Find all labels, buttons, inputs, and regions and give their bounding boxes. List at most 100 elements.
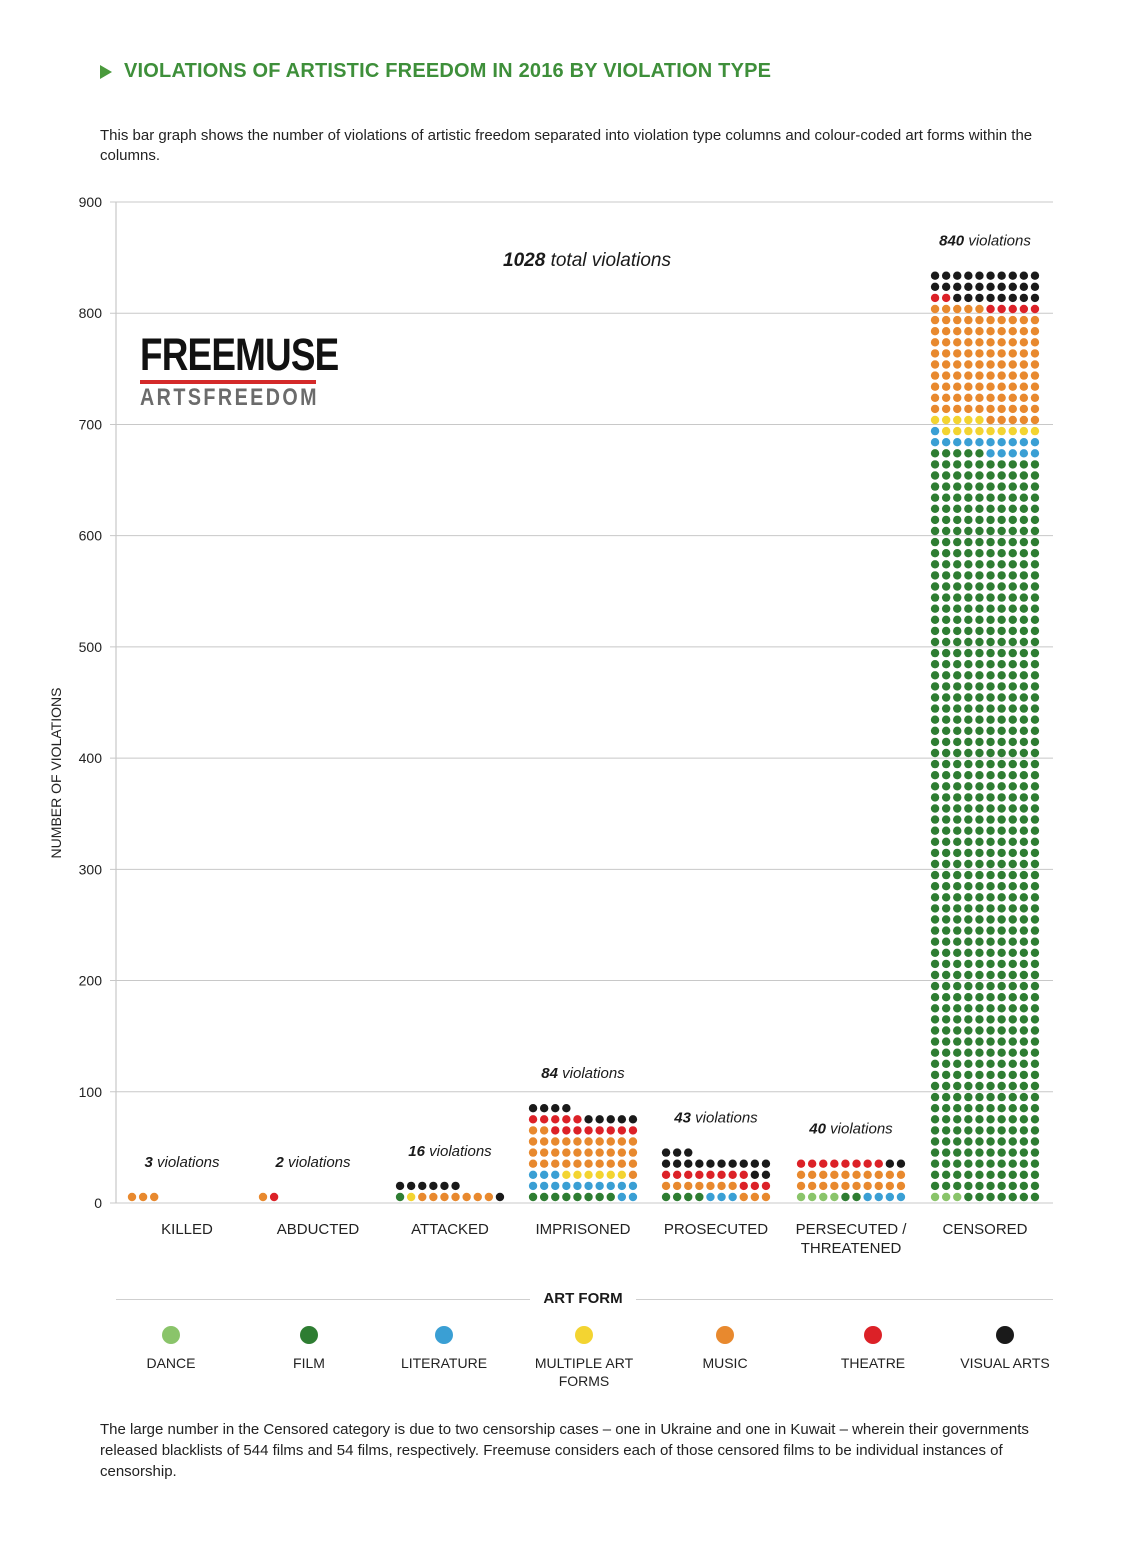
- violation-dot: [1019, 926, 1029, 935]
- violation-dot: [953, 471, 962, 480]
- violation-dot: [1019, 393, 1029, 402]
- violation-dot: [941, 837, 951, 846]
- violation-dot: [930, 537, 940, 547]
- violation-dot: [1008, 915, 1017, 924]
- violation-dot: [986, 504, 995, 513]
- violation-dot: [930, 648, 940, 658]
- column-total-suffix: violations: [691, 1110, 758, 1127]
- violation-dot: [975, 671, 984, 680]
- violation-dot: [1019, 937, 1029, 946]
- violation-dot: [830, 1192, 839, 1202]
- violation-dot: [986, 515, 995, 525]
- violation-dot: [953, 1070, 962, 1080]
- violation-dot: [573, 1181, 582, 1191]
- column-total-number: 40: [808, 1121, 826, 1138]
- violation-dot: [941, 748, 951, 758]
- violation-dot: [986, 748, 995, 758]
- violation-dot: [841, 1159, 850, 1168]
- logo-tagline: ARTSFREEDOM: [140, 384, 320, 411]
- violation-dot: [941, 360, 951, 369]
- violation-dot: [997, 371, 1006, 380]
- violation-dot: [953, 1004, 962, 1013]
- violation-dot: [595, 1170, 604, 1180]
- violation-dot: [941, 1070, 951, 1080]
- violation-dot: [975, 993, 984, 1002]
- violation-dot: [717, 1192, 726, 1202]
- violation-dot: [941, 293, 951, 303]
- violation-dot: [997, 1081, 1006, 1091]
- violation-dot: [964, 626, 973, 636]
- violation-dot: [986, 671, 995, 680]
- violation-dot: [930, 748, 940, 758]
- violation-dot: [819, 1181, 828, 1191]
- violation-dot: [941, 848, 951, 858]
- violation-dot: [761, 1170, 771, 1180]
- violation-dot: [1008, 327, 1017, 336]
- violation-dot: [930, 349, 940, 358]
- violation-dot: [1019, 426, 1029, 436]
- violation-dot: [975, 1004, 984, 1013]
- violation-dot: [1030, 1037, 1040, 1046]
- violation-dot: [941, 593, 951, 602]
- violation-dot: [1008, 571, 1017, 580]
- violation-dot: [1008, 837, 1017, 846]
- y-tick-label: 800: [79, 305, 103, 321]
- violation-dot: [964, 637, 973, 647]
- violation-dot: [1008, 615, 1017, 624]
- violation-dot: [617, 1192, 627, 1202]
- violation-dot: [997, 693, 1006, 702]
- violation-dot: [930, 759, 940, 769]
- violation-dot: [953, 637, 962, 647]
- violation-dot: [617, 1181, 627, 1191]
- violation-dot: [528, 1181, 538, 1191]
- violation-dot: [964, 493, 973, 502]
- violation-dot: [986, 771, 995, 780]
- violation-dot: [941, 1081, 951, 1091]
- violation-dot: [1030, 1104, 1040, 1113]
- violation-dot: [584, 1115, 593, 1124]
- violation-dot: [953, 293, 962, 303]
- violation-dot: [1019, 460, 1029, 469]
- violation-dot: [930, 1026, 940, 1035]
- violation-dot: [1030, 271, 1040, 280]
- violation-dot: [964, 793, 973, 802]
- violation-dot: [975, 1059, 984, 1069]
- violation-dot: [953, 449, 962, 458]
- violation-dot: [964, 937, 973, 946]
- violation-dot: [930, 460, 940, 469]
- violation-dot: [930, 1192, 940, 1202]
- violation-dot: [617, 1159, 627, 1168]
- violation-dot: [930, 1170, 940, 1180]
- violation-dot: [986, 959, 995, 969]
- violation-dot: [395, 1181, 405, 1191]
- violation-dot: [964, 1104, 973, 1113]
- violation-dot: [1019, 382, 1029, 391]
- violation-dot: [964, 859, 973, 869]
- violation-dot: [1019, 1070, 1029, 1080]
- violation-dot: [997, 515, 1006, 525]
- violation-dot: [728, 1192, 737, 1202]
- violation-dot: [539, 1104, 549, 1113]
- violation-dot: [964, 882, 973, 891]
- violation-dot: [930, 493, 940, 502]
- violation-dot: [964, 948, 973, 957]
- violation-dot: [986, 782, 995, 791]
- violation-dot: [1008, 360, 1017, 369]
- violation-dot: [941, 315, 951, 325]
- violation-dot: [1019, 1048, 1029, 1057]
- violation-dot: [997, 449, 1006, 458]
- violation-dot: [953, 1048, 962, 1057]
- visual-arts-dot-icon: [996, 1326, 1014, 1344]
- violation-dot: [852, 1181, 861, 1191]
- violation-dot: [986, 682, 995, 691]
- violation-dot: [997, 1181, 1006, 1191]
- violation-dot: [863, 1181, 872, 1191]
- violation-dot: [997, 981, 1006, 991]
- violation-dot: [953, 426, 962, 436]
- violation-dot: [1008, 438, 1017, 447]
- violation-dot: [1008, 415, 1017, 425]
- violation-dot: [997, 1092, 1006, 1102]
- violation-dot: [941, 1059, 951, 1069]
- violation-dot: [997, 282, 1006, 291]
- violation-dot: [1008, 715, 1017, 724]
